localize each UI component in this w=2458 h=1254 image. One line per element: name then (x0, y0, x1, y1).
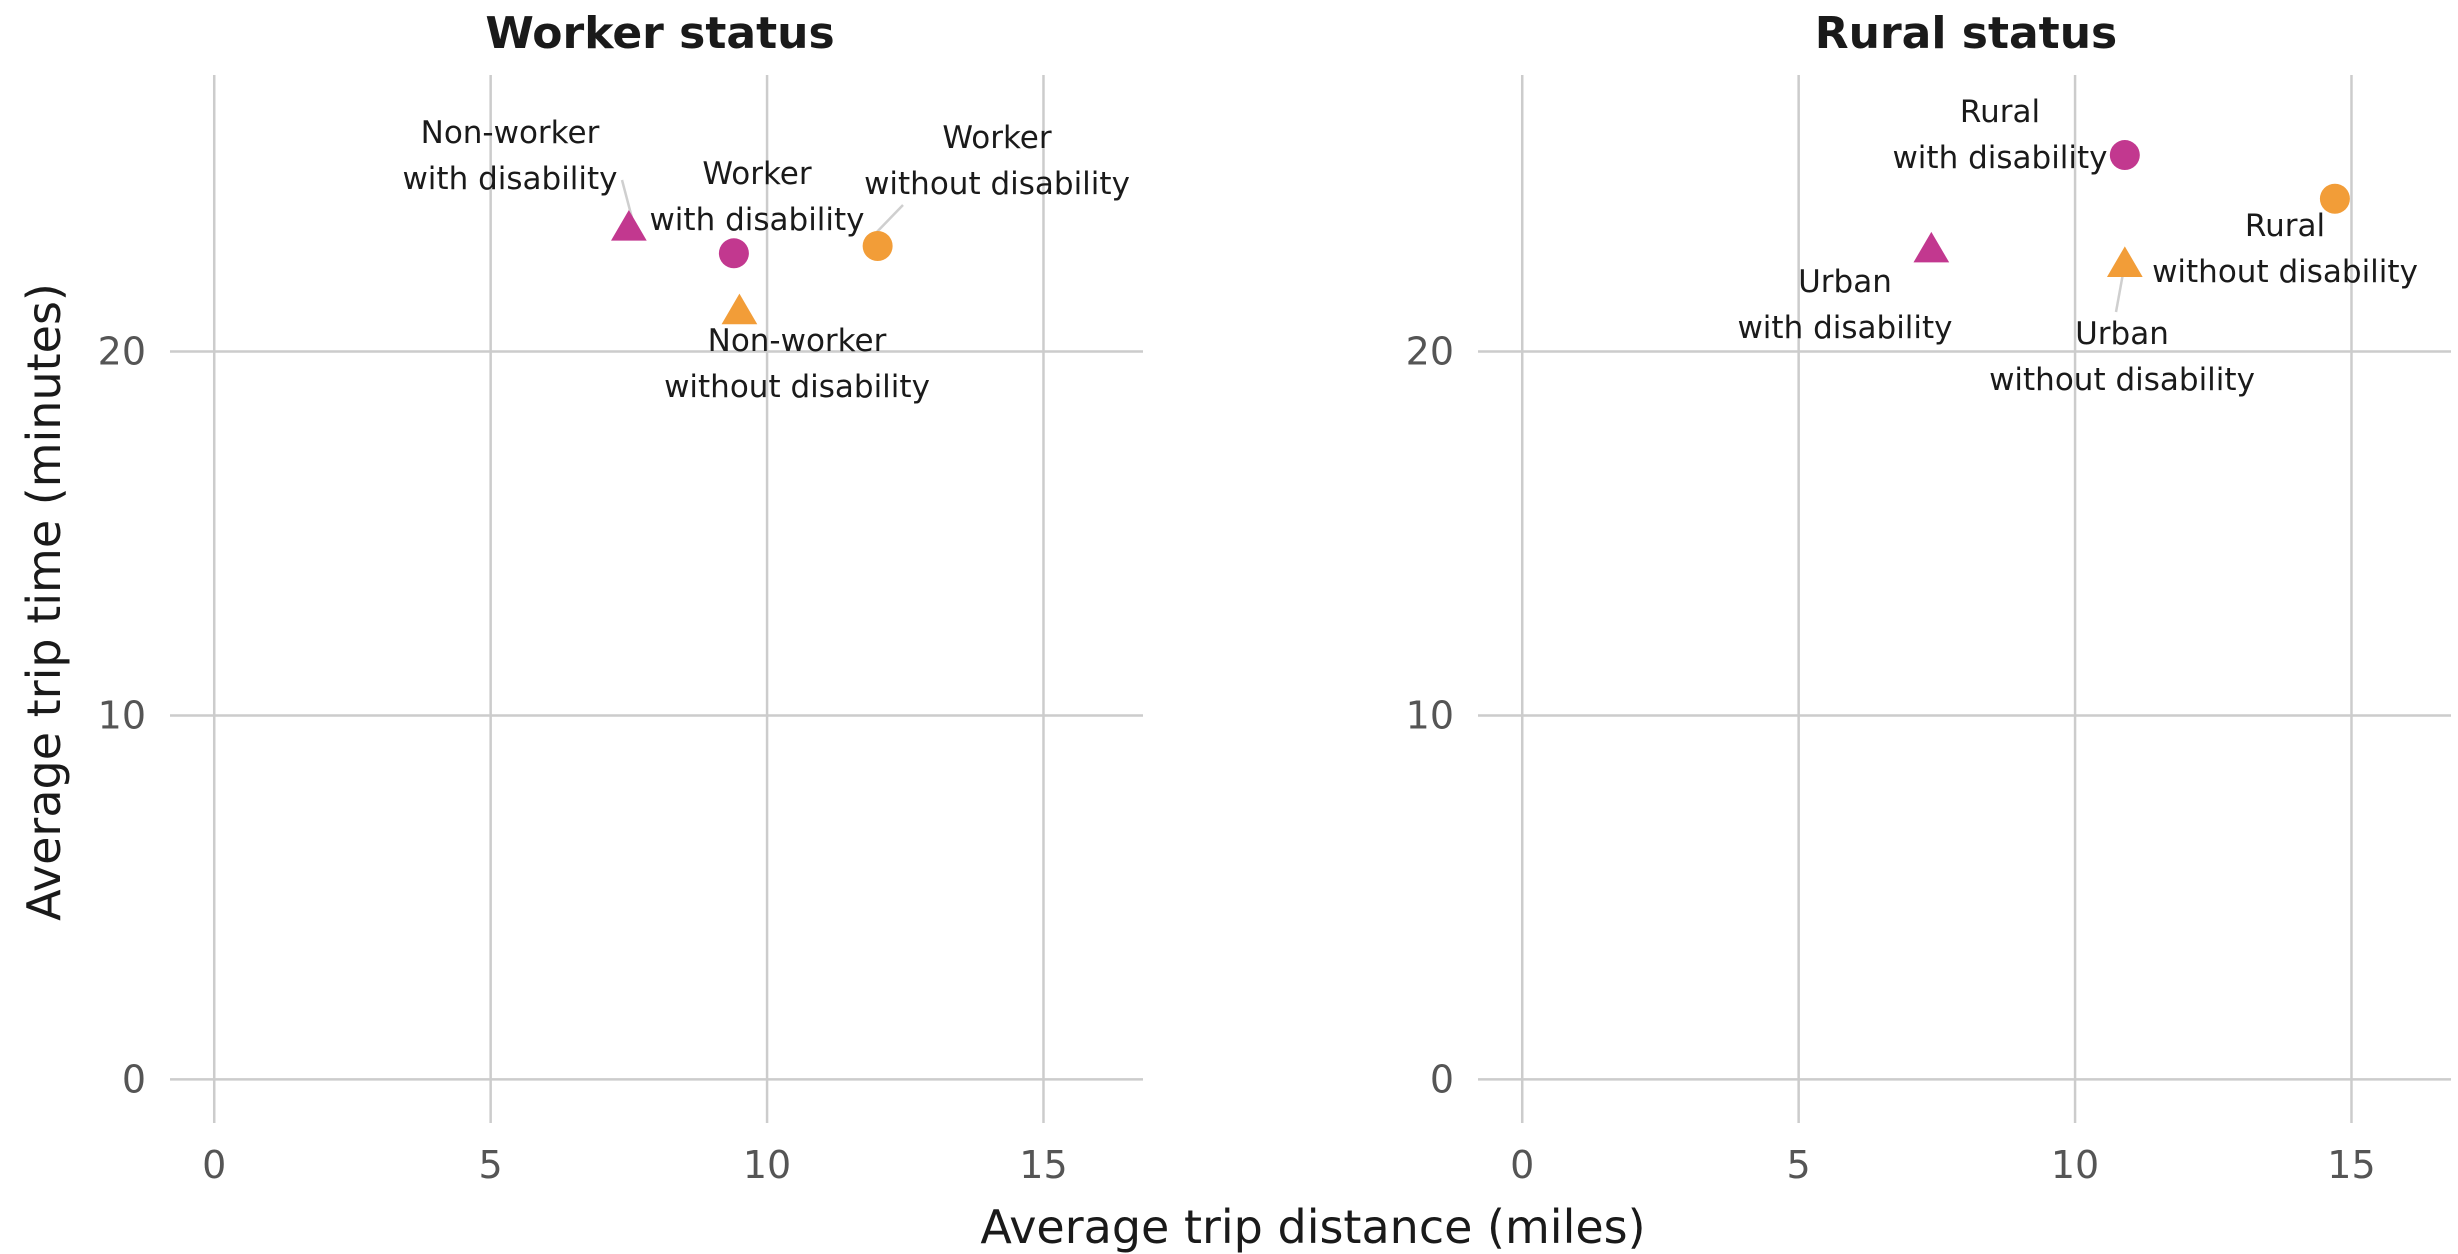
point-label-line: with disability (1737, 310, 1952, 346)
point-marker-triangle (721, 293, 758, 325)
label-leader-line (620, 179, 634, 219)
point-label-line: with disability (1892, 140, 2107, 176)
x-tick-label: 10 (2051, 1143, 2099, 1187)
x-tick-label: 0 (202, 1143, 226, 1187)
point-label-line: Worker (702, 156, 811, 192)
point-marker-circle (2319, 183, 2350, 214)
point-marker-triangle (2106, 246, 2143, 277)
point-label: Rural with disability (1892, 94, 2107, 176)
y-tick-label: 0 (1430, 1057, 1454, 1101)
point-label: Urban without disability (1989, 316, 2255, 398)
y-tick-label: 20 (98, 330, 146, 374)
point-label-line: with disability (649, 202, 864, 238)
x-tick-label: 0 (1510, 1143, 1534, 1187)
point-label-line: Non-worker (708, 323, 887, 359)
panel-rural-status: 0 5 10 15 0 10 20 Rural status Rural with disabil… (1406, 8, 2451, 1187)
x-tick-label: 15 (2327, 1143, 2375, 1187)
panel-title: Worker status (485, 8, 834, 59)
point-label: Non-worker without disability (664, 323, 930, 405)
point-marker-triangle (611, 209, 647, 241)
point-label-line: without disability (1989, 362, 2255, 398)
point-label-line: with disability (402, 161, 617, 197)
point-label-line: Urban (2075, 316, 2169, 352)
point-label: Rural without disability (2152, 208, 2418, 290)
panel-worker-status: 0 5 10 15 0 10 20 Worker status Non-worker with d… (98, 8, 1143, 1187)
x-tick-label: 5 (479, 1143, 503, 1187)
point-label-line: Urban (1798, 264, 1892, 300)
x-axis-label: Average trip distance (miles) (980, 1200, 1645, 1254)
y-tick-label: 10 (1406, 693, 1454, 737)
panel-title: Rural status (1815, 8, 2117, 59)
point-label-line: without disability (2152, 254, 2418, 290)
point-label-line: without disability (864, 166, 1130, 202)
point-label-line: Worker (942, 120, 1051, 156)
point-marker-circle (2109, 140, 2140, 171)
y-tick-label: 10 (98, 693, 146, 737)
point-label-line: Rural (1960, 94, 2040, 130)
point-label-line: Rural (2245, 208, 2325, 244)
point-label-line: without disability (664, 369, 930, 405)
point-label-line: Non-worker (421, 115, 600, 151)
point-label: Non-worker with disability (402, 115, 617, 197)
point-label: Urban with disability (1737, 264, 1952, 346)
point-marker-circle (862, 231, 893, 262)
y-axis-label: Average trip time (minutes) (17, 283, 71, 921)
x-tick-label: 10 (743, 1143, 791, 1187)
point-label: Worker without disability (864, 120, 1130, 202)
point-label: Worker with disability (649, 156, 864, 238)
point-marker-circle (718, 238, 749, 269)
x-tick-label: 5 (1787, 1143, 1811, 1187)
x-tick-label: 15 (1019, 1143, 1067, 1187)
y-tick-label: 20 (1406, 330, 1454, 374)
point-marker-triangle (1913, 231, 1950, 263)
y-tick-label: 0 (122, 1057, 146, 1101)
